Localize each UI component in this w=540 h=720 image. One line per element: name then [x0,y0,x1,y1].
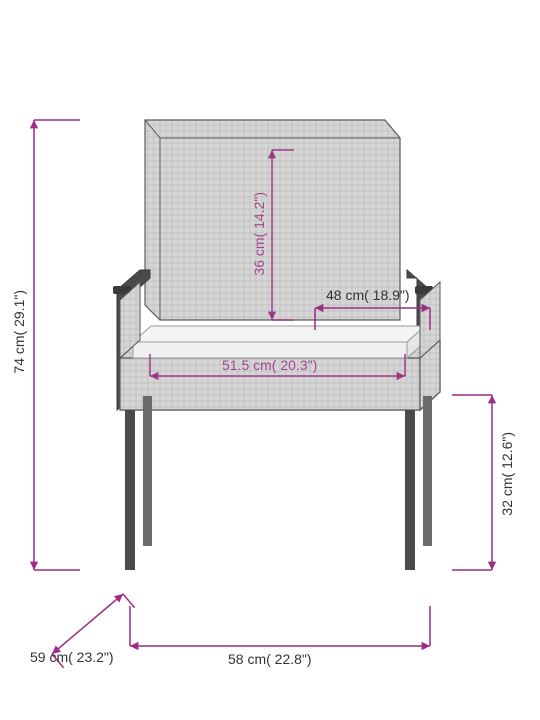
dim-overall-height-label: 74 cm( 29.1") [12,290,26,374]
dim-seat-depth-label: 48 cm( 18.9") [326,288,410,302]
dim-overall-width-label: 58 cm( 22.8") [228,652,312,666]
dim-back-height-label: 36 cm( 14.2") [252,192,266,276]
dim-overall-depth-label: 59 cm( 23.2") [30,650,114,664]
dim-seat-height-label: 32 cm( 12.6") [500,432,514,516]
dim-seat-width-label: 51.5 cm( 20.3") [222,358,317,372]
